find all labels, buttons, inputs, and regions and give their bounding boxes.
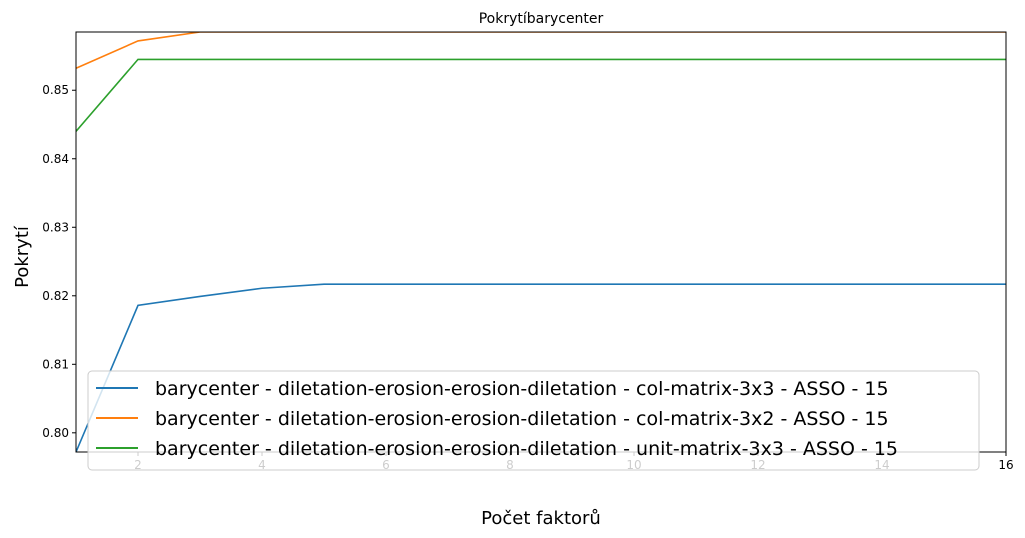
series-line-1 bbox=[76, 283, 1006, 452]
y-tick-label: 0.81 bbox=[42, 357, 69, 371]
y-axis: 0.80 0.81 0.82 0.83 0.84 0.85 bbox=[42, 83, 76, 440]
y-axis-label: Pokrytí bbox=[12, 225, 33, 288]
y-tick-label: 0.83 bbox=[42, 220, 69, 234]
legend: barycenter - diletation-erosion-erosion-… bbox=[87, 370, 980, 471]
legend-label-3: barycenter - diletation-erosion-erosion-… bbox=[155, 438, 898, 460]
series-group bbox=[76, 32, 1006, 452]
y-tick-label: 0.80 bbox=[42, 426, 69, 440]
legend-box bbox=[87, 370, 980, 471]
legend-label-2: barycenter - diletation-erosion-erosion-… bbox=[155, 408, 889, 430]
x-axis-label: Počet faktorů bbox=[481, 508, 601, 529]
y-tick-label: 0.85 bbox=[42, 83, 69, 97]
chart-title: Pokrytíbarycenter bbox=[479, 11, 604, 27]
x-tick-label: 16 bbox=[998, 458, 1013, 472]
series-line-3 bbox=[76, 58, 1006, 132]
y-tick-label: 0.84 bbox=[42, 152, 69, 166]
legend-label-1: barycenter - diletation-erosion-erosion-… bbox=[155, 378, 889, 400]
y-tick-label: 0.82 bbox=[42, 289, 69, 303]
